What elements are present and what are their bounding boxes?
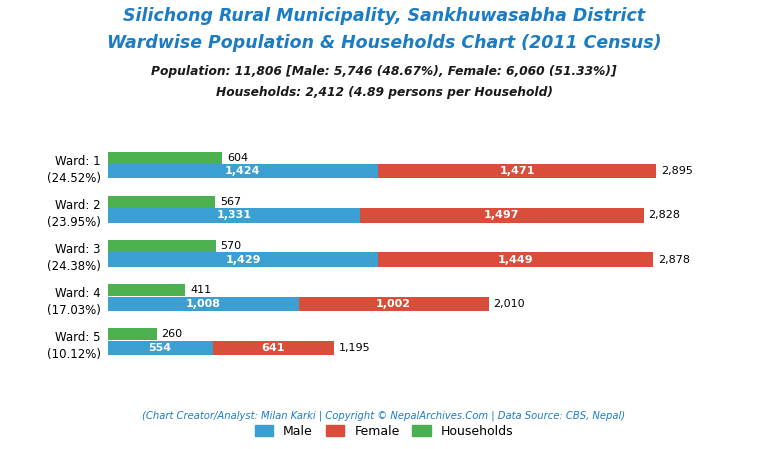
Bar <box>378 164 657 179</box>
Text: 1,429: 1,429 <box>225 255 261 264</box>
Text: Silichong Rural Municipality, Sankhuwasabha District: Silichong Rural Municipality, Sankhuwasa… <box>123 7 645 25</box>
Text: (Chart Creator/Analyst: Milan Karki | Copyright © NepalArchives.Com | Data Sourc: (Chart Creator/Analyst: Milan Karki | Co… <box>142 411 626 421</box>
Bar <box>108 240 216 252</box>
Bar <box>360 208 644 223</box>
Text: 1,424: 1,424 <box>225 167 260 176</box>
Bar <box>108 208 360 223</box>
Text: Households: 2,412 (4.89 persons per Household): Households: 2,412 (4.89 persons per Hous… <box>216 86 552 99</box>
Text: 2,895: 2,895 <box>661 167 693 176</box>
Text: 411: 411 <box>190 285 211 295</box>
Bar <box>108 296 299 311</box>
Text: 1,449: 1,449 <box>498 255 534 264</box>
Text: 567: 567 <box>220 197 241 207</box>
Text: 641: 641 <box>262 343 285 352</box>
Legend: Male, Female, Households: Male, Female, Households <box>250 420 518 443</box>
Text: 604: 604 <box>227 153 248 163</box>
Bar <box>108 341 213 355</box>
Bar <box>108 196 215 208</box>
Text: 1,471: 1,471 <box>499 167 535 176</box>
Bar <box>108 284 185 296</box>
Text: 260: 260 <box>161 329 183 339</box>
Text: 1,008: 1,008 <box>186 299 220 308</box>
Bar <box>299 296 488 311</box>
Text: 2,010: 2,010 <box>493 299 525 308</box>
Text: 1,331: 1,331 <box>217 211 251 220</box>
Bar <box>108 152 222 164</box>
Bar <box>379 252 654 267</box>
Text: 554: 554 <box>148 343 171 352</box>
Text: 2,878: 2,878 <box>658 255 690 264</box>
Text: Wardwise Population & Households Chart (2011 Census): Wardwise Population & Households Chart (… <box>107 34 661 52</box>
Bar <box>108 328 157 340</box>
Text: 1,002: 1,002 <box>376 299 411 308</box>
Bar <box>108 252 379 267</box>
Text: 2,828: 2,828 <box>648 211 680 220</box>
Bar <box>108 164 378 179</box>
Text: Population: 11,806 [Male: 5,746 (48.67%), Female: 6,060 (51.33%)]: Population: 11,806 [Male: 5,746 (48.67%)… <box>151 65 617 78</box>
Text: 570: 570 <box>220 241 241 251</box>
Bar <box>213 341 334 355</box>
Text: 1,497: 1,497 <box>484 211 519 220</box>
Text: 1,195: 1,195 <box>339 343 370 352</box>
